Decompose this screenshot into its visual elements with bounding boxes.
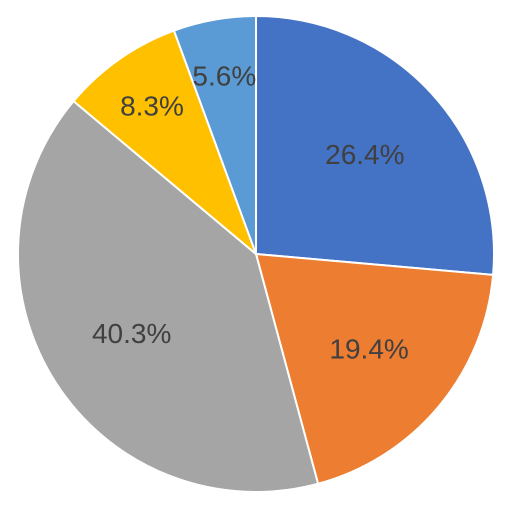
pie-data-labels: 26.4% 19.4% 40.3% 8.3% 5.6%: [92, 60, 409, 364]
pie-slice-4: [172, 14, 257, 255]
pie-slice-0: [255, 14, 495, 276]
pie-slice-3: [72, 29, 259, 258]
pie-data-label-0: 26.4%: [325, 139, 404, 170]
pie-slice-1: [254, 252, 495, 485]
pie-slice-2: [16, 99, 320, 493]
pie-data-label-3: 8.3%: [120, 91, 184, 122]
pie-data-label-1: 19.4%: [329, 333, 408, 364]
pie-data-label-4: 5.6%: [192, 60, 256, 91]
pie-slices: [16, 14, 495, 493]
pie-data-label-2: 40.3%: [92, 318, 171, 349]
